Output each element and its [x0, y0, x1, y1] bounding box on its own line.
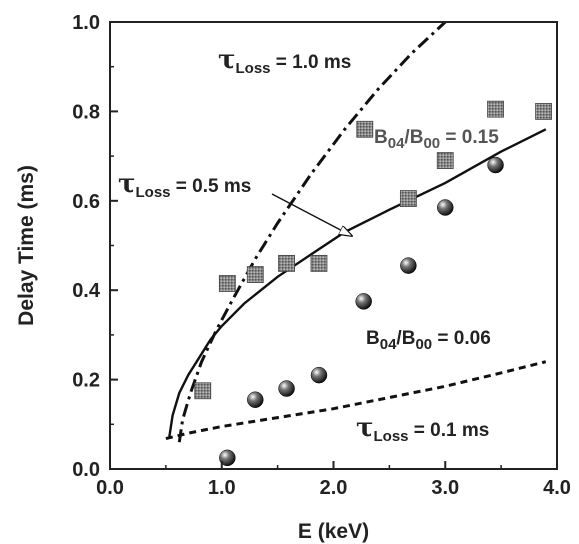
x-tick-label: 1.0 — [208, 477, 236, 499]
tau-01ms-value: = 0.1 ms — [409, 420, 490, 441]
ratio-015-value: = 0.15 — [440, 127, 499, 148]
square-marker — [535, 103, 552, 120]
sub-04: 04 — [380, 336, 397, 353]
y-axis-title: Delay Time (ms) — [15, 165, 38, 326]
square-marker — [436, 152, 454, 169]
sphere-marker — [487, 156, 504, 174]
tau-1ms-value: = 1.0 ms — [271, 52, 352, 73]
sub-00: 00 — [423, 135, 440, 152]
sphere-marker — [247, 391, 264, 408]
y-tick-label: 0.6 — [72, 191, 100, 213]
model-curves — [165, 22, 547, 443]
square-marker — [356, 120, 374, 138]
sphere-marker — [278, 380, 295, 397]
square-marker — [487, 100, 504, 118]
annotation-tau-05ms: τLoss = 0.5 ms — [118, 169, 251, 201]
square-marker — [399, 190, 417, 207]
x-tick-label: 3.0 — [431, 477, 459, 499]
square-marker — [246, 266, 264, 283]
x-tick-label: 2.0 — [320, 477, 348, 499]
tau-symbol: τ — [356, 413, 374, 443]
x-tick-label: 4.0 — [543, 477, 571, 499]
tau-05ms-value: = 0.5 ms — [171, 176, 252, 197]
sphere-marker — [437, 199, 454, 216]
y-tick-label: 0.0 — [72, 459, 100, 481]
x-axis-title: E (keV) — [298, 520, 369, 543]
data-points — [194, 100, 552, 467]
curve-solid — [168, 128, 547, 438]
annotation-ratio-006: B04/B00 = 0.06 — [366, 328, 491, 353]
sphere-marker — [219, 449, 236, 467]
loss-subscript: Loss — [374, 428, 409, 445]
tau-symbol: τ — [118, 169, 136, 199]
loss-subscript: Loss — [236, 60, 271, 77]
b-letter: B — [402, 328, 416, 349]
loss-subscript: Loss — [136, 184, 171, 201]
sub-04: 04 — [388, 135, 405, 152]
annotation-tau-01ms: τLoss = 0.1 ms — [356, 413, 489, 445]
y-tick-label: 0.2 — [72, 370, 100, 392]
annotation-ratio-015: B04/B00 = 0.15 — [374, 127, 499, 152]
square-marker — [310, 254, 328, 272]
slash: / — [404, 127, 410, 148]
square-marker — [194, 382, 212, 400]
y-tick-label: 0.8 — [72, 101, 100, 123]
curve-dashed — [165, 360, 547, 441]
b-letter: B — [374, 127, 388, 148]
annotation-arrow — [271, 193, 352, 236]
sphere-marker — [355, 293, 372, 310]
curve-dash-dot — [177, 22, 448, 443]
square-marker — [218, 275, 236, 292]
sub-00: 00 — [415, 336, 432, 353]
b-letter: B — [410, 127, 424, 148]
square-marker — [278, 254, 295, 272]
y-tick-label: 1.0 — [72, 12, 100, 34]
b-letter: B — [366, 328, 380, 349]
axis-ticks: 0.0 1.0 2.0 3.0 4.0 0.0 0.2 0.4 0.6 0.8 1.0 — [72, 12, 571, 499]
sphere-marker — [400, 257, 417, 274]
annotation-tau-1ms: τLoss = 1.0 ms — [218, 45, 351, 77]
y-tick-label: 0.4 — [72, 280, 101, 302]
sphere-marker — [310, 366, 328, 384]
tau-symbol: τ — [218, 45, 236, 75]
ratio-006-value: = 0.06 — [432, 328, 491, 349]
x-tick-label: 0.0 — [96, 477, 124, 499]
slash: / — [396, 328, 402, 349]
